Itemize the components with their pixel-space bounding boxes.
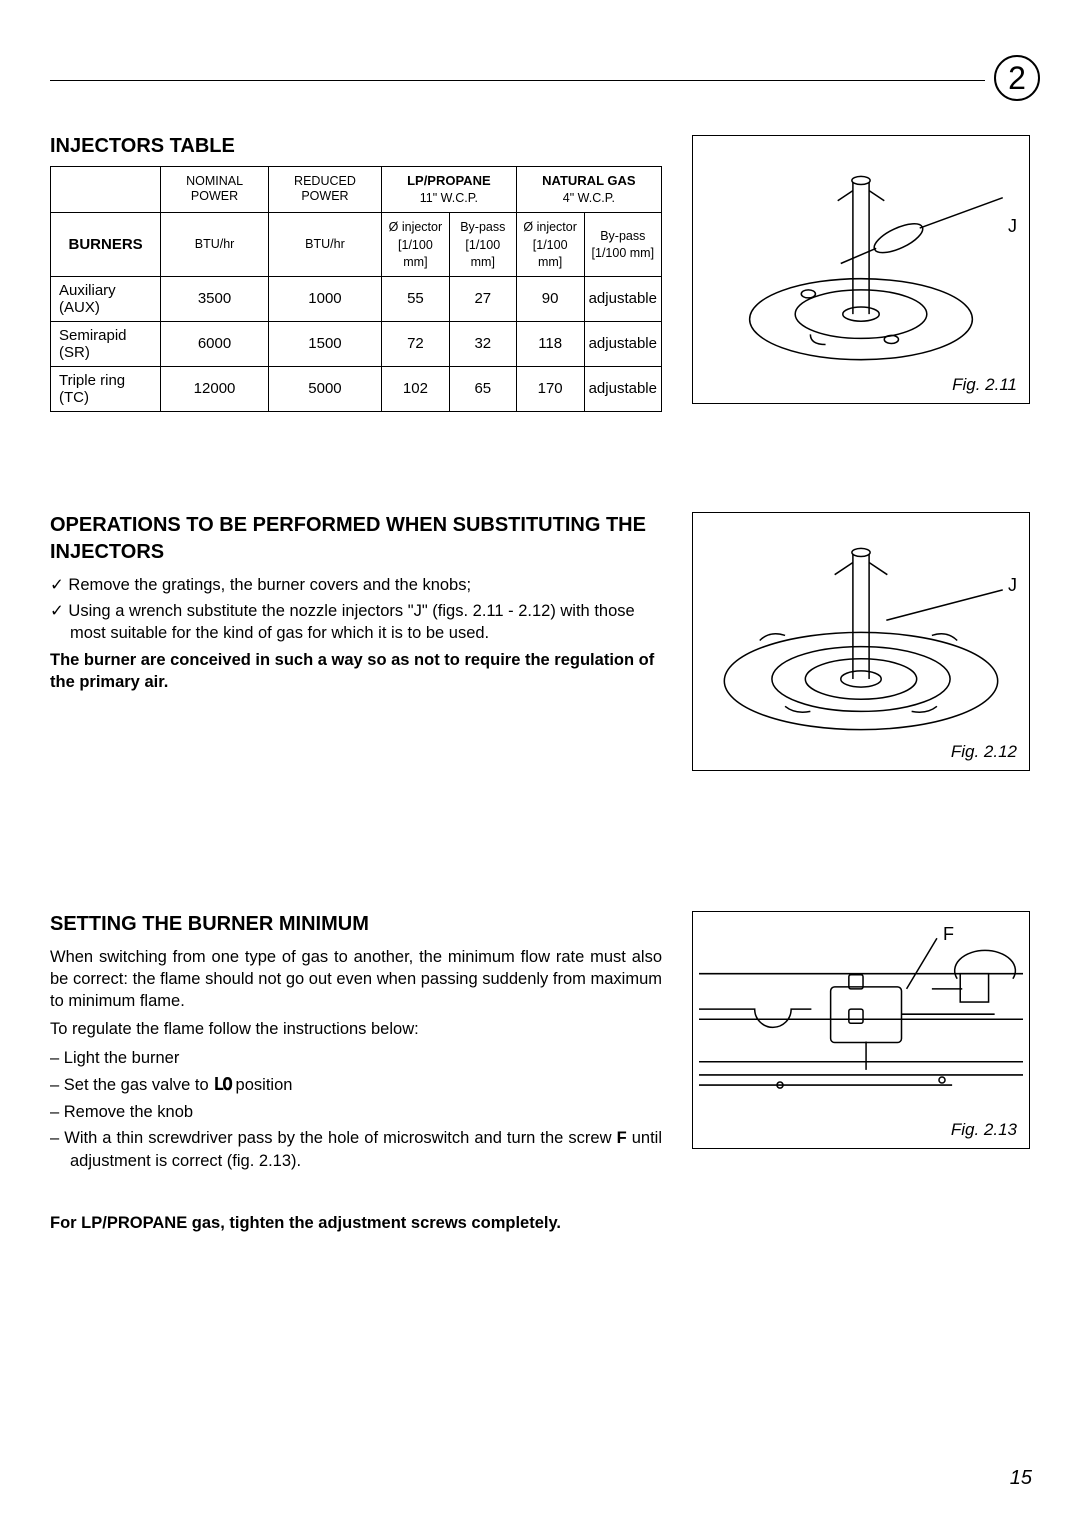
table-row: Auxiliary (AUX) 3500 1000 55 27 90 adjus…	[51, 276, 662, 321]
cell: 102	[382, 366, 450, 411]
btu-header-2: BTU/hr	[268, 212, 381, 276]
list-item: With a thin screwdriver pass by the hole…	[50, 1127, 662, 1172]
inj-label: Ø injector	[389, 220, 443, 234]
fig-2-11-label-j: J	[1008, 216, 1017, 237]
burner-min-p1: When switching from one type of gas to a…	[50, 946, 662, 1013]
cell: 32	[449, 321, 516, 366]
cell: 118	[516, 321, 584, 366]
fig-2-13-label-f: F	[943, 924, 954, 945]
bypass-sub-2: [1/100 mm]	[592, 246, 655, 260]
cell: 72	[382, 321, 450, 366]
cell: adjustable	[584, 276, 661, 321]
text: Set the gas valve to	[64, 1076, 214, 1094]
col-lp-group: LP/PROPANE 11" W.C.P.	[382, 167, 517, 213]
lo-position-icon: LO	[213, 1074, 231, 1095]
screw-f-label: F	[617, 1129, 627, 1147]
cell: adjustable	[584, 366, 661, 411]
ng-header: NATURAL GAS	[542, 173, 635, 188]
cell: 27	[449, 276, 516, 321]
fig-2-12-label-j: J	[1008, 575, 1017, 596]
lp-propane-note: For LP/PROPANE gas, tighten the adjustme…	[50, 1212, 662, 1234]
figure-2-13: F Fig. 2.13	[692, 911, 1030, 1150]
primary-air-note: The burner are conceived in such a way s…	[50, 649, 662, 694]
ng-inj-header: Ø injector [1/100 mm]	[516, 212, 584, 276]
bypass-label-2: By-pass	[600, 229, 645, 243]
ng-bypass-header: By-pass [1/100 mm]	[584, 212, 661, 276]
list-item: Set the gas valve to LO position	[50, 1073, 662, 1097]
btu-header-1: BTU/hr	[161, 212, 269, 276]
figure-2-12: J Fig. 2.12	[692, 512, 1030, 771]
injectors-table: NOMINAL POWER REDUCED POWER LP/PROPANE 1…	[50, 166, 662, 412]
cell: 65	[449, 366, 516, 411]
chapter-badge: 2	[994, 55, 1040, 101]
substituting-injectors-title: OPERATIONS TO BE PERFORMED WHEN SUBSTITU…	[50, 512, 662, 566]
inj-sub: [1/100 mm]	[398, 238, 433, 270]
col-ng-group: NATURAL GAS 4" W.C.P.	[516, 167, 661, 213]
cell: adjustable	[584, 321, 661, 366]
lp-bypass-header: By-pass [1/100 mm]	[449, 212, 516, 276]
lp-sub: 11" W.C.P.	[420, 191, 478, 205]
ng-sub: 4" W.C.P.	[563, 191, 615, 205]
list-item: Using a wrench substitute the nozzle inj…	[50, 600, 662, 645]
cell: 55	[382, 276, 450, 321]
header-rule	[50, 80, 985, 81]
fig-2-13-svg	[699, 918, 1023, 1121]
bypass-label: By-pass	[460, 220, 505, 234]
fig-2-12-caption: Fig. 2.12	[699, 742, 1023, 764]
text: position	[231, 1076, 292, 1094]
burner-min-steps: Light the burner Set the gas valve to LO…	[50, 1047, 662, 1172]
fig-2-11-caption: Fig. 2.11	[699, 375, 1023, 397]
inj-sub-2: [1/100 mm]	[533, 238, 568, 270]
cell: 1000	[268, 276, 381, 321]
inj-label-2: Ø injector	[523, 220, 577, 234]
cell: 6000	[161, 321, 269, 366]
cell: 5000	[268, 366, 381, 411]
row-name: Semirapid (SR)	[51, 321, 161, 366]
cell: 170	[516, 366, 584, 411]
cell: 12000	[161, 366, 269, 411]
list-item: Light the burner	[50, 1047, 662, 1069]
table-row: Triple ring (TC) 12000 5000 102 65 170 a…	[51, 366, 662, 411]
fig-2-13-caption: Fig. 2.13	[699, 1120, 1023, 1142]
lp-header: LP/PROPANE	[407, 173, 491, 188]
row-name: Auxiliary (AUX)	[51, 276, 161, 321]
row-name: Triple ring (TC)	[51, 366, 161, 411]
list-item: Remove the knob	[50, 1101, 662, 1123]
fig-2-12-svg	[699, 519, 1023, 742]
substituting-steps-list: Remove the gratings, the burner covers a…	[50, 574, 662, 645]
figure-2-11: J Fig. 2.11	[692, 135, 1030, 404]
lp-inj-header: Ø injector [1/100 mm]	[382, 212, 450, 276]
col-reduced: REDUCED POWER	[268, 167, 381, 213]
bypass-sub: [1/100 mm]	[465, 238, 500, 270]
injectors-table-title: INJECTORS TABLE	[50, 135, 662, 158]
text: With a thin screwdriver pass by the hole…	[64, 1129, 616, 1147]
burner-min-p2: To regulate the flame follow the instruc…	[50, 1018, 662, 1040]
burner-minimum-title: SETTING THE BURNER MINIMUM	[50, 911, 662, 938]
burners-header: BURNERS	[51, 212, 161, 276]
page-number: 15	[1010, 1467, 1032, 1490]
cell: 90	[516, 276, 584, 321]
cell: 1500	[268, 321, 381, 366]
table-row: Semirapid (SR) 6000 1500 72 32 118 adjus…	[51, 321, 662, 366]
fig-2-11-svg	[699, 142, 1023, 375]
cell: 3500	[161, 276, 269, 321]
list-item: Remove the gratings, the burner covers a…	[50, 574, 662, 596]
col-nominal: NOMINAL POWER	[161, 167, 269, 213]
